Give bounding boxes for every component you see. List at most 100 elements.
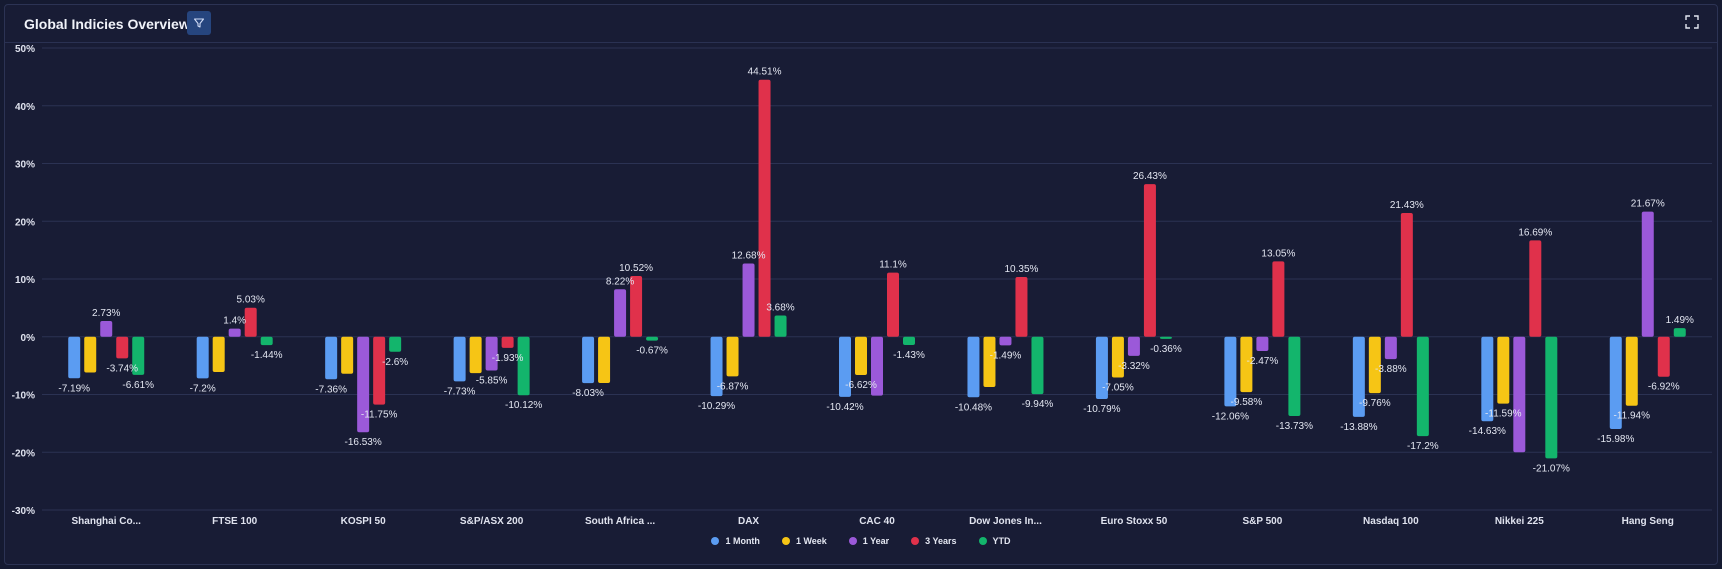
legend-label: 1 Year xyxy=(862,536,890,546)
bar xyxy=(726,336,739,377)
x-tick-label: FTSE 100 xyxy=(212,516,257,527)
bar xyxy=(453,336,466,382)
bar xyxy=(485,336,498,371)
expand-icon xyxy=(1685,15,1699,29)
legend-item[interactable]: 1 Month xyxy=(711,536,760,546)
data-label: -7.73% xyxy=(444,386,476,397)
data-label: -0.67% xyxy=(636,346,668,357)
panel-header: Global Indicies Overview xyxy=(5,5,1717,43)
bar xyxy=(646,336,659,341)
bar xyxy=(582,336,595,384)
data-label: -9.58% xyxy=(1231,397,1263,408)
bar xyxy=(839,336,851,397)
data-label: -6.87% xyxy=(717,381,749,392)
data-label: -8.03% xyxy=(572,388,604,399)
bar xyxy=(710,336,723,397)
legend-marker xyxy=(978,537,987,545)
panel-title: Global Indicies Overview xyxy=(24,16,190,32)
bar xyxy=(373,336,386,405)
bar xyxy=(1352,336,1365,417)
filter-button[interactable] xyxy=(187,11,211,35)
bar xyxy=(903,336,915,346)
bar xyxy=(1095,336,1108,400)
data-label: 16.69% xyxy=(1518,227,1552,238)
bar xyxy=(855,336,867,375)
x-tick-label: Dow Jones In... xyxy=(969,516,1042,527)
legend-item[interactable]: 1 Year xyxy=(848,536,890,546)
data-label: -1.93% xyxy=(492,353,524,364)
data-label: -7.2% xyxy=(190,383,216,394)
legend-marker xyxy=(848,537,857,545)
x-tick-label: KOSPI 50 xyxy=(341,516,386,527)
y-tick-label: -10% xyxy=(12,391,35,402)
bar xyxy=(871,336,883,396)
bar xyxy=(1159,336,1172,339)
data-label: 44.51% xyxy=(748,67,782,78)
bar xyxy=(1609,336,1622,430)
data-label: -3.88% xyxy=(1375,364,1407,375)
data-label: 1.4% xyxy=(223,316,246,327)
legend-marker xyxy=(781,537,790,545)
data-label: -2.47% xyxy=(1247,356,1279,367)
bar xyxy=(774,315,787,337)
data-label: -5.85% xyxy=(476,376,508,387)
x-tick-label: S&P 500 xyxy=(1242,516,1282,527)
bar xyxy=(389,336,402,352)
bar xyxy=(1529,240,1542,337)
bar xyxy=(1384,336,1397,360)
data-label: -17.2% xyxy=(1407,441,1439,452)
filter-icon xyxy=(193,18,205,28)
y-tick-label: 50% xyxy=(15,44,35,55)
bar xyxy=(1368,336,1381,394)
bar xyxy=(1657,336,1670,377)
data-label: -21.07% xyxy=(1533,463,1570,474)
legend-item[interactable]: 1 Week xyxy=(781,536,827,546)
bar xyxy=(983,336,996,387)
bar xyxy=(325,336,338,380)
data-label: -10.48% xyxy=(955,402,992,413)
bar xyxy=(1015,276,1028,337)
bar xyxy=(758,79,771,337)
bar xyxy=(212,336,225,372)
x-tick-label: DAX xyxy=(738,516,759,527)
bar xyxy=(196,336,209,379)
expand-button[interactable] xyxy=(1685,15,1701,31)
legend-label: 1 Month xyxy=(725,536,760,546)
bar xyxy=(1481,336,1494,422)
data-label: 3.68% xyxy=(766,302,794,313)
legend-label: 1 Week xyxy=(795,536,827,546)
bar xyxy=(1400,212,1413,337)
bar xyxy=(68,336,81,379)
bar xyxy=(742,263,755,337)
legend-item[interactable]: YTD xyxy=(978,536,1011,546)
bar xyxy=(630,275,643,337)
data-label: -11.94% xyxy=(1614,411,1651,422)
bar xyxy=(1031,336,1044,395)
y-tick-label: 20% xyxy=(15,217,35,228)
data-label: 12.68% xyxy=(732,251,766,262)
bar xyxy=(967,336,980,398)
data-label: 21.67% xyxy=(1631,199,1665,210)
bar xyxy=(1111,336,1124,378)
data-label: -0.36% xyxy=(1150,344,1182,355)
data-label: -10.79% xyxy=(1083,404,1120,415)
data-label: -6.61% xyxy=(122,380,154,391)
bar xyxy=(1288,336,1301,417)
x-tick-label: CAC 40 xyxy=(859,516,895,527)
data-label: 8.22% xyxy=(606,276,634,287)
data-label: -7.19% xyxy=(58,383,90,394)
y-tick-label: 10% xyxy=(15,275,35,286)
legend-item[interactable]: 3 Years xyxy=(911,536,957,546)
bar xyxy=(1545,336,1558,459)
bar xyxy=(1224,336,1237,407)
bar xyxy=(1673,328,1686,337)
data-label: 13.05% xyxy=(1261,248,1295,259)
x-tick-label: Shanghai Co... xyxy=(72,516,142,527)
data-label: -1.43% xyxy=(893,350,925,361)
data-label: -11.59% xyxy=(1485,409,1522,420)
data-label: 21.43% xyxy=(1390,200,1424,211)
chart-panel: Global Indicies Overview xyxy=(4,4,1718,565)
bar xyxy=(341,336,354,374)
data-label: -13.88% xyxy=(1340,422,1377,433)
